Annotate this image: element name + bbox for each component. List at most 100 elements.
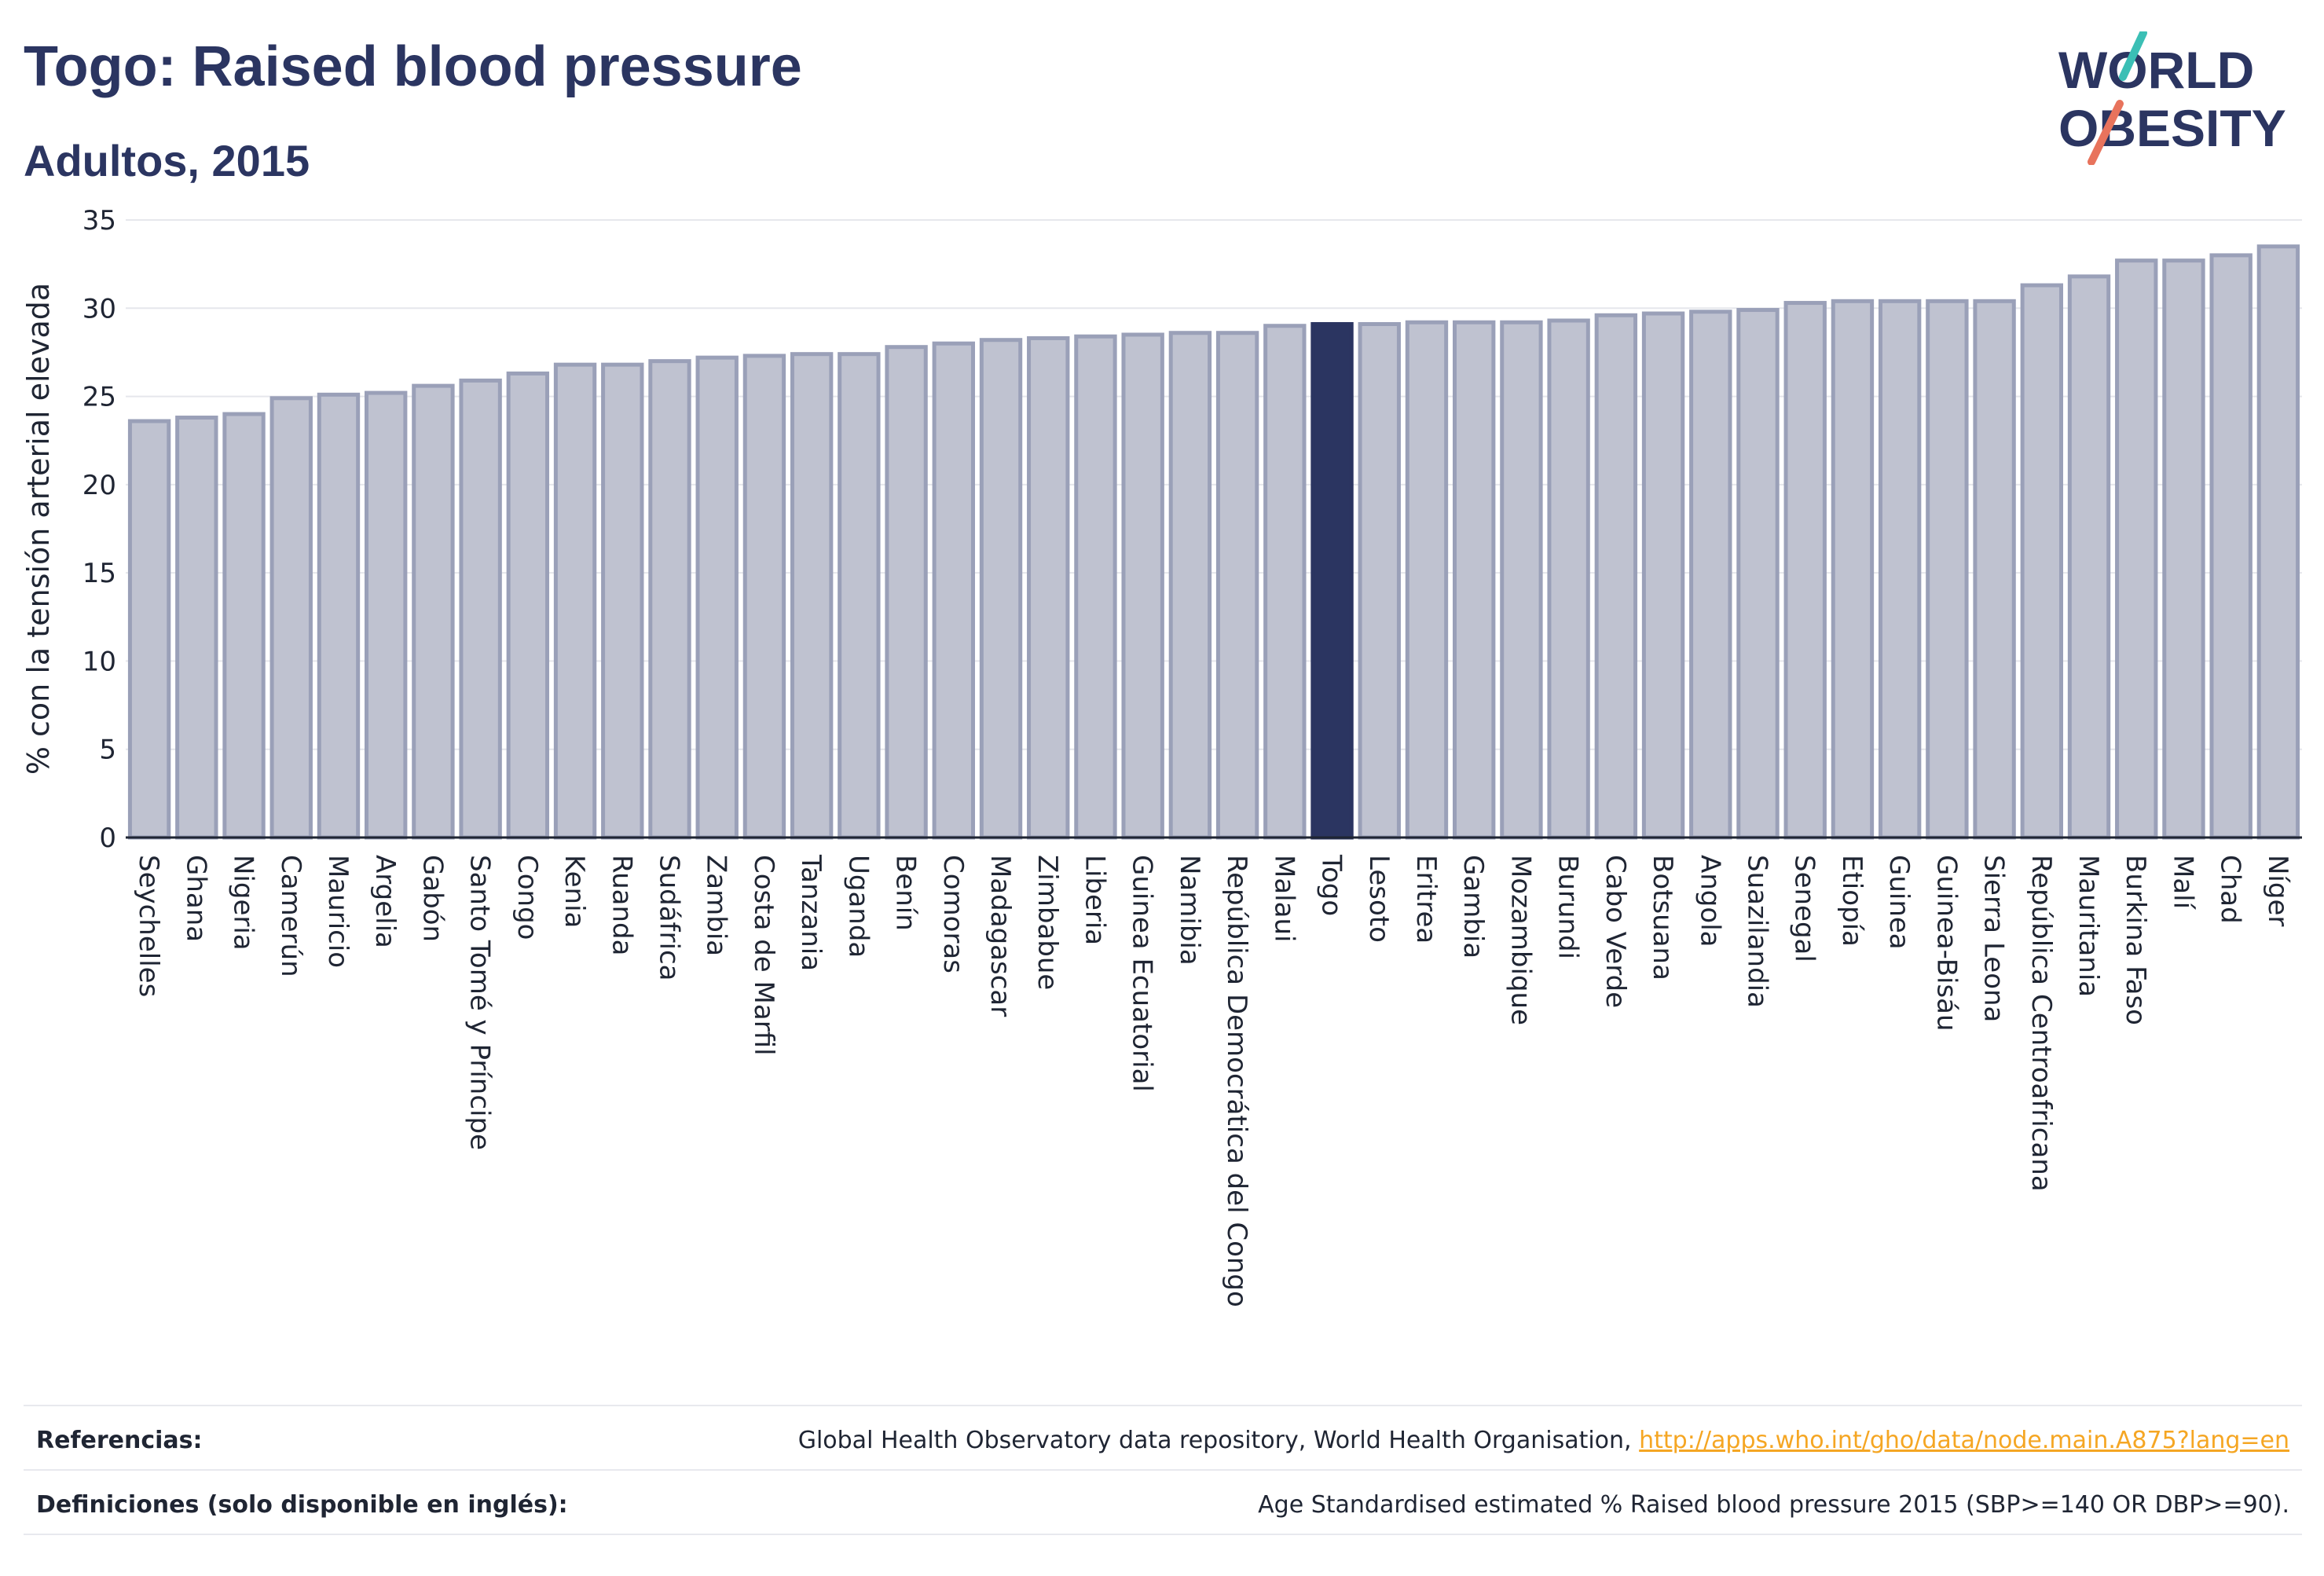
definitions-label: Definiciones (solo disponible en inglés)… (36, 1491, 568, 1519)
bar (1689, 310, 1732, 840)
bar (317, 392, 361, 840)
x-tick-label: Cabo Verde (1600, 855, 1631, 1008)
x-tick-label: Ruanda (606, 855, 637, 955)
bar (742, 354, 786, 840)
definitions-row: Definiciones (solo disponible en inglés)… (24, 1469, 2302, 1535)
bar (1594, 313, 1638, 840)
references-label: Referencias: (36, 1427, 203, 1454)
y-tick-label: 30 (82, 293, 116, 324)
x-tick-label: Seychelles (133, 855, 164, 997)
bar (1878, 299, 1922, 840)
bar (269, 396, 313, 840)
bar (1074, 334, 1117, 840)
logo-slash-coral (2088, 100, 2124, 165)
x-tick-label: Malí (2167, 855, 2198, 911)
bar (932, 341, 975, 840)
page-subtitle: Adultos, 2015 (24, 136, 310, 185)
x-tick-label: Togo (1316, 854, 1347, 916)
references-value: Global Health Observatory data repositor… (798, 1427, 2289, 1454)
bar (222, 412, 266, 840)
y-tick-label: 10 (82, 646, 116, 677)
x-axis-ticks: Seychelles Ghana Nigeria Camerún Mauricio Arg… (133, 854, 2293, 1307)
bar (790, 352, 834, 840)
x-tick-label: Etiopía (1836, 855, 1868, 947)
x-tick-label: Tanzania (795, 854, 827, 971)
references-row: Referencias: Global Health Observatory d… (24, 1405, 2302, 1469)
x-tick-label: Costa de Marfil (748, 855, 779, 1056)
x-tick-label: Benín (890, 855, 922, 931)
bar (1027, 335, 1070, 840)
x-tick-label: Congo (511, 855, 543, 940)
definitions-value: Age Standardised estimated % Raised bloo… (1258, 1491, 2289, 1519)
bar (838, 352, 881, 840)
y-tick-label: 5 (99, 735, 116, 766)
bar (1547, 318, 1590, 840)
bar (1736, 308, 1780, 840)
bar (1500, 320, 1543, 840)
bar (695, 355, 739, 840)
bar (885, 345, 928, 840)
bar (1168, 331, 1212, 840)
bar (2162, 258, 2205, 840)
x-tick-label: Liberia (1079, 855, 1110, 945)
x-tick-label: Suazilandia (1742, 855, 1773, 1008)
bar (1926, 299, 1969, 840)
x-tick-label: Sierra Leona (1978, 855, 2010, 1022)
bar (1641, 311, 1685, 840)
x-tick-label: República Democrática del Congo (1221, 855, 1252, 1307)
bar (459, 378, 502, 840)
x-tick-label: Chad (2215, 855, 2246, 924)
y-tick-label: 20 (82, 470, 116, 501)
bar (979, 338, 1023, 840)
x-tick-label: Mozambique (1505, 855, 1536, 1025)
bar (648, 359, 691, 840)
x-tick-label: Santo Tomé y Príncipe (464, 855, 496, 1150)
x-tick-label: Malaui (1268, 855, 1299, 942)
bar-chart: 0 5 10 15 20 25 30 35 Seychelles Ghana Nigeria Cam… (21, 205, 2302, 1307)
x-tick-label: Zimbabue (1032, 855, 1063, 990)
bar (2067, 274, 2111, 840)
bar (1973, 299, 2016, 840)
bar (412, 383, 455, 840)
x-tick-label: República Centroafricana (2025, 855, 2057, 1192)
x-tick-label: Níger (2262, 855, 2293, 926)
x-tick-label: Lesoto (1363, 855, 1395, 943)
x-tick-label: Angola (1694, 855, 1725, 947)
y-tick-label: 15 (82, 558, 116, 589)
x-tick-label: Camerún (275, 855, 306, 977)
x-tick-label: Ghana (180, 855, 211, 942)
references-text: Global Health Observatory data repositor… (797, 1427, 1632, 1454)
x-tick-label: Eritrea (1410, 855, 1442, 944)
x-tick-label: Burkina Faso (2120, 855, 2151, 1025)
y-axis-label: % con la tensión arterial elevada (21, 283, 56, 775)
x-tick-label: Burundi (1552, 855, 1584, 959)
bar (2115, 258, 2158, 840)
x-tick-label: Argelia (369, 855, 401, 948)
x-tick-label: Zambia (701, 855, 732, 956)
bar (1121, 332, 1164, 840)
x-tick-label: Namibia (1174, 855, 1205, 966)
y-tick-label: 25 (82, 382, 116, 413)
x-tick-label: Mauritania (2073, 855, 2104, 997)
logo-line1: WORLD (2058, 41, 2254, 99)
bar (1831, 299, 1875, 840)
bar (1215, 331, 1259, 840)
x-tick-label: Sudáfrica (654, 855, 685, 980)
x-tick-label: Gabón (416, 855, 448, 942)
bar (1310, 321, 1354, 840)
bar (1783, 301, 1827, 840)
bar (2020, 283, 2063, 840)
logo-slash-teal (2119, 31, 2147, 81)
x-tick-label: Madagascar (984, 855, 1016, 1017)
x-tick-label: Kenia (559, 855, 590, 928)
x-tick-label: Uganda (842, 855, 874, 958)
y-tick-label: 0 (99, 823, 116, 854)
x-tick-label: Senegal (1789, 855, 1820, 962)
x-tick-label: Guinea (1883, 855, 1915, 950)
references-link[interactable]: http://apps.who.int/gho/data/node.main.A… (1639, 1427, 2289, 1454)
bar (1453, 320, 1496, 840)
y-axis-ticks: 0 5 10 15 20 25 30 35 (82, 205, 116, 854)
bar (1358, 321, 1401, 840)
x-tick-label: Gambia (1457, 855, 1489, 958)
bar (601, 362, 644, 840)
